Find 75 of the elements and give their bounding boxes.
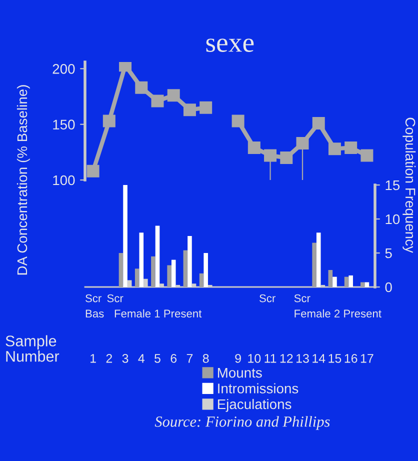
point [312,116,325,130]
x-tick-label: 13 [296,354,309,363]
x-tick-label: 17 [360,354,374,363]
x-tick-label: 5 [154,354,160,363]
x-tick-label: 9 [235,354,241,363]
x-tick-label: 10 [248,354,261,363]
point [248,141,260,154]
x-tick-label: 3 [122,354,128,363]
x-tick-label: 8 [202,354,209,363]
x-tick-label: 11 [264,354,276,363]
x-tick-label: 12 [280,354,293,363]
x-tick-label: 2 [106,354,112,363]
point [360,149,374,162]
text: Scr [260,294,276,302]
x-tick-label: 14 [312,354,326,363]
point [167,89,180,102]
bar [188,236,192,287]
y-axis-title: Copulation Frequency [402,118,416,253]
bar [167,265,172,287]
legend-label: Ejaculations [218,398,292,412]
bar [312,242,316,287]
text: Female 1 Present [114,309,202,318]
bar [204,253,208,287]
x-tick-label: 1 [90,354,96,363]
y-tick-label: 150 [53,120,75,130]
point [280,151,293,164]
bar [118,253,124,287]
point [86,164,100,178]
point [264,149,277,162]
bar [344,276,349,287]
y-tick-label: 200 [52,64,75,74]
point [102,114,116,128]
bar [364,282,370,287]
x-tick-label: 7 [186,354,193,363]
bar [151,256,156,287]
point [183,104,196,116]
bar [123,185,128,287]
text: Scr [107,294,124,302]
point [296,137,309,150]
point [232,114,244,128]
point [344,141,358,154]
bar [139,232,144,287]
bar [134,268,140,287]
text: Bas [86,310,104,318]
x-tick-label: 16 [344,354,358,363]
chart-title: sexe [206,38,254,52]
point [200,101,212,114]
text: Female 2 Present [294,309,382,318]
bar [155,226,160,287]
bar [316,232,321,287]
source-note: Source: Fiorino and Phillips [154,416,330,430]
y-tick-label: 10 [386,214,400,224]
bar [348,275,353,287]
bar [332,276,337,287]
x-tick-label: 6 [170,354,177,363]
bar [328,270,333,287]
y-tick-label: 15 [386,180,400,190]
x-tick-label: 4 [138,354,144,363]
bar [360,282,365,287]
legend-label: Mounts [218,368,262,378]
y-axis-title: DA Concentration (% Baseline) [16,85,30,275]
point [328,142,341,156]
text: Scr [86,294,102,302]
x-tick-label: 15 [328,354,342,363]
y-tick-label: 0 [385,282,392,292]
bar [183,250,188,287]
y-tick-label: 100 [53,175,75,186]
point [151,94,164,108]
x-axis-title: Sample Number [6,335,60,362]
bar [199,273,204,287]
bar [171,260,176,287]
legend-label: Intromissions [218,383,298,394]
y-tick-label: 5 [385,248,392,258]
point [135,81,148,94]
text: Scr [294,294,310,302]
